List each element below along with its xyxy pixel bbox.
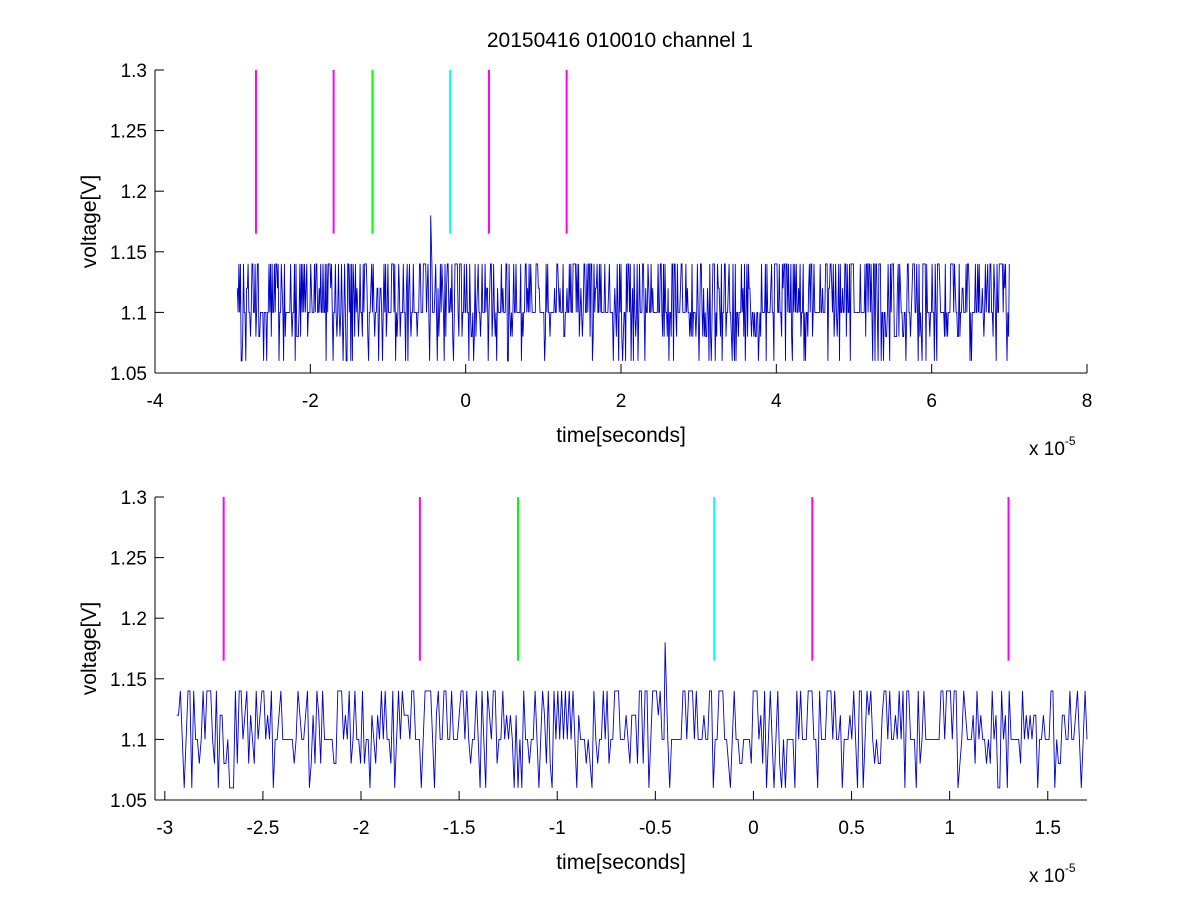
y-tick-label: 1.1 [121, 303, 147, 324]
x-tick-label: -3 [156, 818, 173, 839]
signal-trace [176, 642, 1088, 789]
x-tick-label: -1.5 [443, 818, 476, 839]
x-tick-label: 0 [748, 818, 759, 839]
x-axis-label: time[seconds] [556, 851, 686, 874]
x-scale-exponent-label: x 10-5 [1029, 434, 1076, 460]
x-scale-exponent: -5 [1065, 434, 1076, 448]
x-tick-label: -1 [549, 818, 566, 839]
x-tick-label: -2 [353, 818, 370, 839]
y-tick-label: 1.25 [110, 122, 147, 143]
x-tick-label: -0.5 [639, 818, 672, 839]
chart-title: 20150416 010010 channel 1 [487, 29, 753, 52]
top-panel: 1.05 1.1 1.15 1.2 1.25 1.3 -4 -2 0 2 4 6 8 time[secon… [78, 61, 1092, 460]
y-axis-label: voltage[V] [78, 175, 101, 268]
x-tick-label: 0.5 [838, 818, 864, 839]
x-tick-label: 0 [460, 391, 471, 412]
bottom-panel: 1.05 1.1 1.15 1.2 1.25 1.3 -3 -2.5 -2 -1.5 -1 -0.5 0… [78, 488, 1088, 887]
y-tick-label: 1.2 [121, 182, 147, 203]
y-axis-label: voltage[V] [78, 602, 101, 695]
y-tick-label: 1.05 [110, 364, 147, 385]
y-tick-label: 1.05 [110, 791, 147, 812]
y-tick-label: 1.15 [110, 670, 147, 691]
x-tick-label: -2 [302, 391, 319, 412]
x-scale-exponent-label: x 10-5 [1029, 861, 1076, 887]
x-tick-label: 2 [616, 391, 627, 412]
x-tick-label: -2.5 [247, 818, 280, 839]
y-tick-label: 1.3 [121, 488, 147, 509]
x-tick-label: 6 [926, 391, 937, 412]
y-tick-label: 1.2 [121, 609, 147, 630]
x-tick-label: -4 [147, 391, 164, 412]
y-tick-label: 1.25 [110, 549, 147, 570]
x-tick-label: 1.5 [1035, 818, 1061, 839]
x-axis-label: time[seconds] [556, 424, 686, 447]
x-tick-label: 1 [944, 818, 955, 839]
x-scale-exponent: -5 [1065, 861, 1076, 875]
signal-trace [236, 215, 1010, 362]
x-tick-label: 4 [771, 391, 782, 412]
y-tick-label: 1.15 [110, 243, 147, 264]
y-tick-label: 1.1 [121, 730, 147, 751]
y-tick-label: 1.3 [121, 61, 147, 82]
x-tick-label: 8 [1082, 391, 1093, 412]
